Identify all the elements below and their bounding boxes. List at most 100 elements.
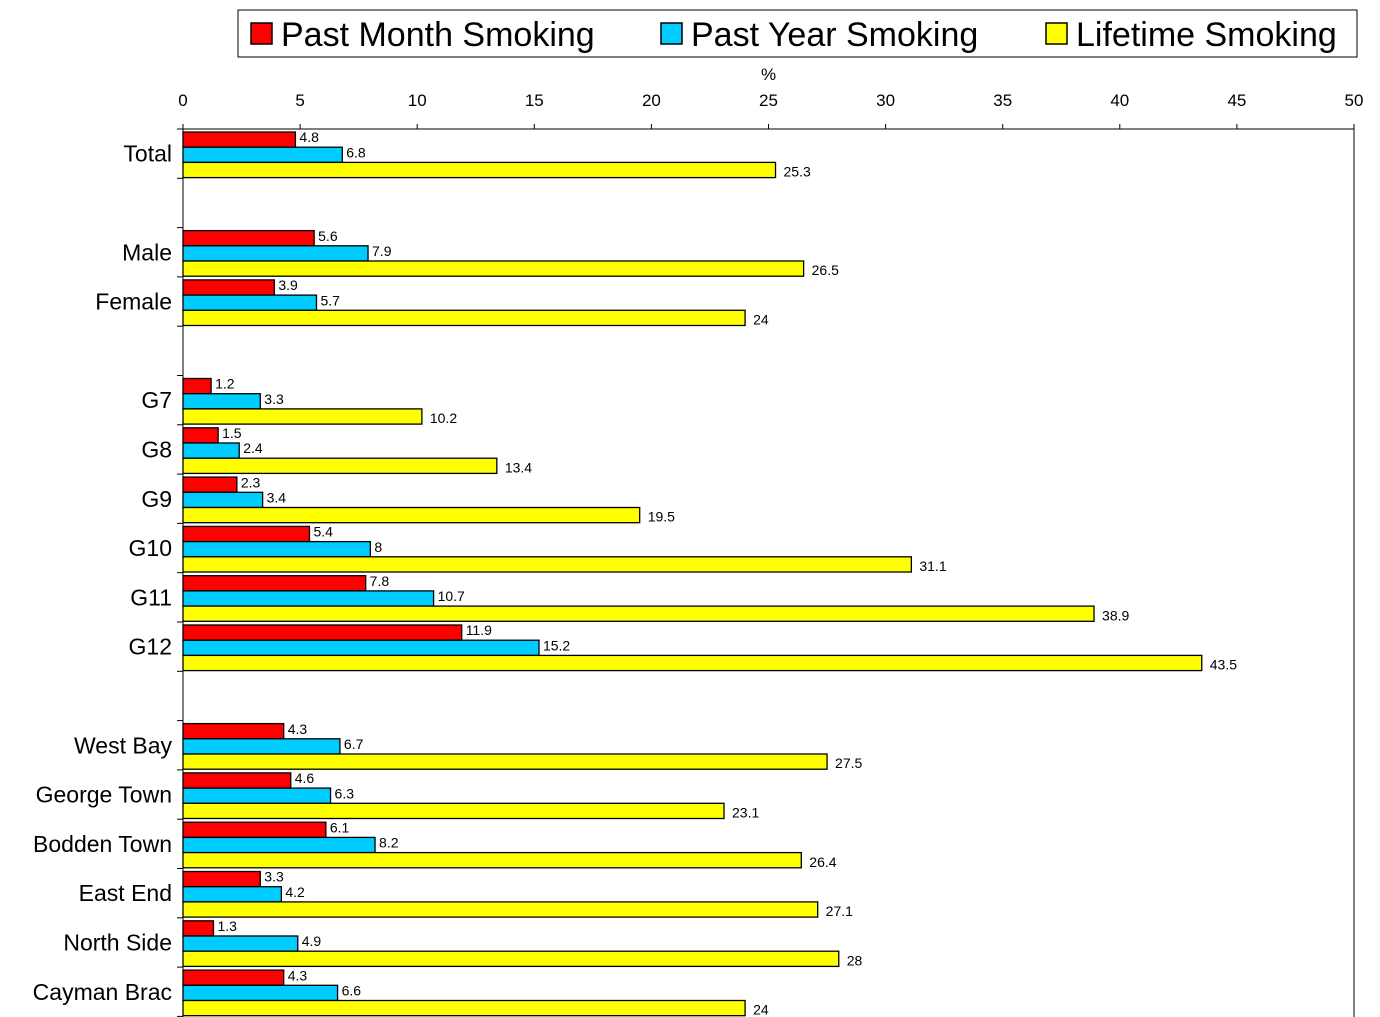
- bar-g9-series-3: [182, 506, 641, 524]
- category-label: G7: [141, 387, 172, 413]
- category-label: G8: [141, 436, 172, 462]
- bar-g8-series-2: [182, 442, 240, 459]
- data-label: 6.6: [342, 983, 362, 999]
- bar-north-side-series-3: [182, 950, 840, 968]
- data-label: 27.1: [826, 903, 853, 919]
- category-labels: Total Male Female G7 G8 G9 G10 G11 G12 West Bay Ge…: [33, 128, 183, 1017]
- data-label: 31.1: [919, 558, 946, 574]
- bar-cayman-brac-series-3: [182, 999, 746, 1017]
- legend: Past Month Smoking Past Year Smoking Lifet…: [237, 9, 1358, 58]
- bar-g10-series-1: [182, 525, 311, 543]
- category-label: West Bay: [74, 732, 172, 758]
- category-label: Male: [122, 239, 172, 265]
- data-label: 3.3: [264, 869, 284, 885]
- bar-g7-series-1: [182, 377, 212, 395]
- x-axis-label: %: [761, 65, 776, 84]
- data-label: 4.3: [288, 721, 308, 737]
- bar-g11-series-1: [182, 575, 367, 592]
- category-label: George Town: [36, 782, 172, 808]
- category-label: Cayman Brac: [33, 979, 172, 1005]
- bar-g9-series-2: [182, 491, 264, 509]
- data-label: 24: [753, 312, 769, 328]
- x-axis-ticks: 0 5 10 15 20 25 30 35 40 45 50: [178, 91, 1363, 129]
- data-label: 10.2: [430, 410, 457, 426]
- bar-bodden-town-series-2: [182, 836, 376, 854]
- data-label: 4.3: [288, 967, 308, 983]
- category-label: G12: [129, 634, 172, 660]
- data-label: 4.6: [295, 770, 315, 786]
- data-label: 27.5: [835, 755, 862, 771]
- bar-g7-series-2: [182, 393, 261, 410]
- bar-george-town-series-1: [182, 772, 292, 789]
- data-label: 5.6: [318, 228, 338, 244]
- bar-west-bay-series-2: [182, 738, 341, 755]
- data-label: 7.9: [372, 243, 392, 259]
- data-label: 10.7: [438, 588, 465, 604]
- data-label: 1.5: [222, 425, 242, 441]
- bar-george-town-series-3: [182, 802, 725, 820]
- bar-male-series-3: [182, 260, 805, 277]
- data-label: 4.9: [302, 933, 322, 949]
- x-tick-label: 40: [1110, 91, 1129, 110]
- data-label: 5.4: [313, 524, 333, 540]
- x-tick-label: 30: [876, 91, 895, 110]
- category-label: Female: [95, 289, 172, 315]
- category-label: G10: [129, 535, 172, 561]
- bar-east-end-series-3: [182, 901, 819, 918]
- data-label: 26.4: [809, 854, 836, 870]
- data-label: 43.5: [1210, 657, 1237, 673]
- bar-g8-series-1: [182, 427, 219, 444]
- data-label: 25.3: [784, 164, 811, 180]
- data-label: 6.8: [346, 144, 366, 160]
- bar-east-end-series-2: [182, 886, 283, 903]
- category-label: G9: [141, 486, 172, 512]
- data-label: 6.3: [335, 785, 355, 801]
- category-label: North Side: [63, 929, 172, 955]
- legend-swatch-1: [250, 22, 273, 45]
- bar-west-bay-series-1: [182, 722, 285, 740]
- bar-g10-series-2: [182, 540, 372, 558]
- data-label: 26.5: [812, 262, 839, 278]
- bar-male-series-2: [182, 245, 369, 262]
- x-tick-label: 0: [178, 91, 187, 110]
- legend-label-1: Past Month Smoking: [281, 16, 595, 54]
- data-label: 6.1: [330, 819, 350, 835]
- data-label: 8: [374, 539, 382, 555]
- data-label: 19.5: [648, 509, 675, 525]
- data-label: 13.4: [505, 459, 532, 475]
- data-label: 1.2: [215, 376, 235, 392]
- x-tick-label: 45: [1227, 91, 1246, 110]
- x-tick-label: 10: [408, 91, 427, 110]
- data-label: 28: [847, 952, 863, 968]
- data-label: 15.2: [543, 637, 570, 653]
- bar-total-series-3: [182, 161, 777, 179]
- bar-g12-series-1: [182, 624, 463, 641]
- bar-g12-series-2: [182, 639, 540, 657]
- bar-g11-series-2: [182, 590, 435, 607]
- x-tick-label: 15: [525, 91, 544, 110]
- x-tick-label: 5: [295, 91, 304, 110]
- data-label: 5.7: [320, 292, 340, 308]
- bar-g8-series-3: [182, 457, 498, 475]
- data-label: 11.9: [466, 622, 492, 638]
- category-label: East End: [79, 880, 172, 906]
- x-tick-label: 20: [642, 91, 661, 110]
- data-label: 1.3: [217, 918, 237, 934]
- bar-g10-series-3: [182, 556, 913, 573]
- data-label: 2.4: [243, 440, 263, 456]
- bar-north-side-series-2: [182, 935, 299, 952]
- data-label: 3.9: [278, 277, 298, 293]
- bar-bodden-town-series-3: [182, 851, 802, 869]
- bar-north-side-series-1: [182, 920, 215, 937]
- data-label: 6.7: [344, 736, 364, 752]
- bar-g9-series-1: [182, 476, 238, 493]
- data-label: 24: [753, 1002, 769, 1017]
- x-tick-label: 25: [759, 91, 778, 110]
- bars: [182, 131, 1203, 1017]
- bar-west-bay-series-3: [182, 753, 828, 770]
- bar-total-series-2: [182, 146, 343, 164]
- bar-bodden-town-series-1: [182, 821, 327, 839]
- bar-female-series-3: [182, 309, 746, 327]
- bar-g7-series-3: [182, 408, 423, 425]
- category-label: Total: [123, 141, 172, 167]
